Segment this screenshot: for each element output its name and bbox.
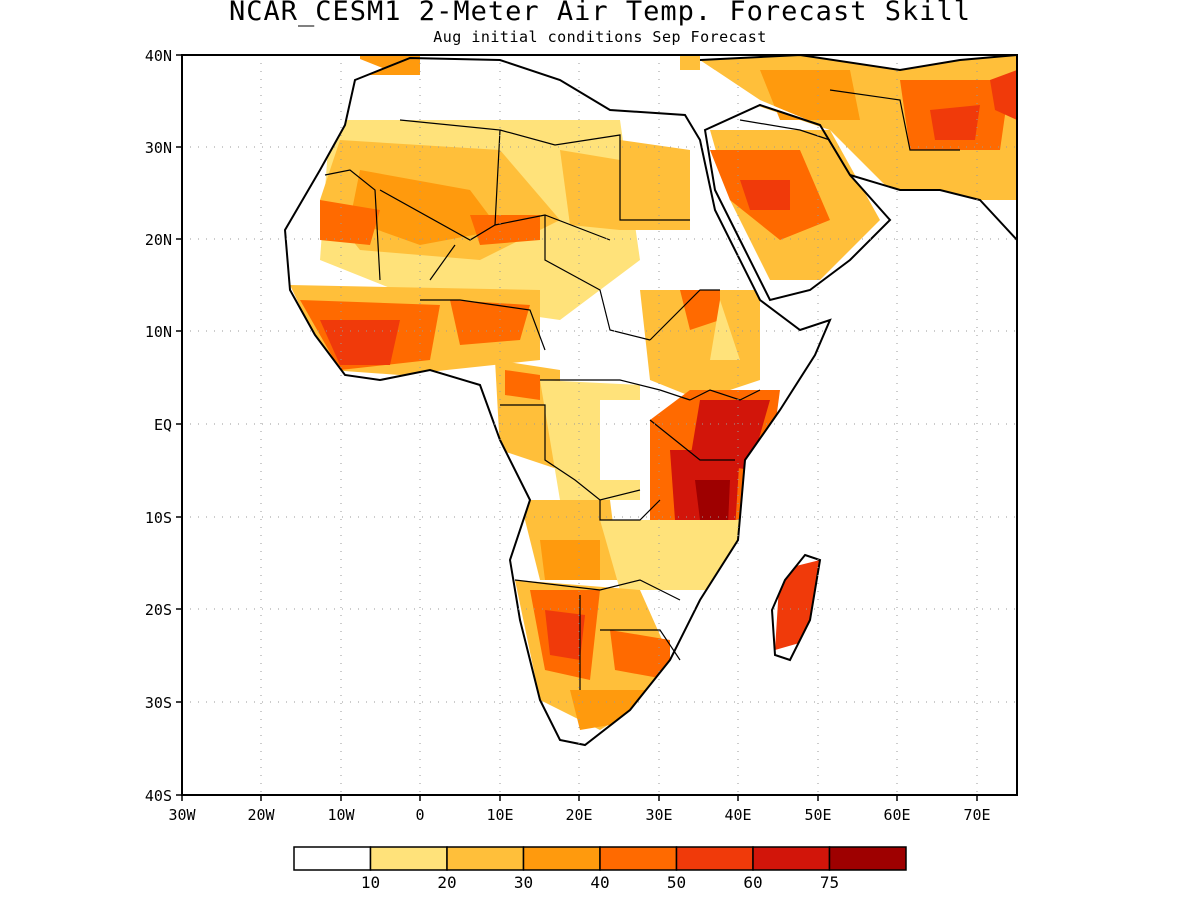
lat-label: 10N <box>145 323 172 341</box>
lon-label: 60E <box>883 806 910 824</box>
colorbar-swatch <box>752 846 831 871</box>
lon-ticks <box>181 795 978 801</box>
colorbar <box>293 846 907 871</box>
colorbar-swatch <box>828 846 907 871</box>
lon-label: 30E <box>645 806 672 824</box>
lat-label: 40S <box>145 787 172 805</box>
lon-label: 10W <box>327 806 355 824</box>
lat-label: 10S <box>145 509 172 527</box>
colorbar-label: 30 <box>514 873 533 892</box>
colorbar-swatch <box>522 846 601 871</box>
lon-label: 50E <box>804 806 831 824</box>
map-subtitle: Aug initial conditions Sep Forecast <box>433 28 767 46</box>
lat-label: EQ <box>154 416 172 434</box>
colorbar-label: 60 <box>743 873 762 892</box>
gridlines <box>182 55 1017 795</box>
colorbar-swatch <box>446 846 525 871</box>
colorbar-label: 75 <box>820 873 839 892</box>
country-borders <box>324 89 960 690</box>
coastline-outline <box>283 53 1018 747</box>
map-frame <box>181 54 1018 796</box>
map-title: NCAR_CESM1 2-Meter Air Temp. Forecast Sk… <box>229 0 971 27</box>
colorbar-label: 20 <box>437 873 456 892</box>
colorbar-swatch <box>369 846 448 871</box>
lon-label: 40E <box>724 806 751 824</box>
lon-label: 20E <box>565 806 592 824</box>
lon-label: 30W <box>168 806 196 824</box>
colorbar-label: 40 <box>590 873 609 892</box>
skill-fill <box>285 55 1017 745</box>
lon-label: 70E <box>963 806 990 824</box>
lat-label: 30N <box>145 139 172 157</box>
lat-label: 20S <box>145 601 172 619</box>
colorbar-swatch <box>675 846 754 871</box>
colorbar-label: 10 <box>361 873 380 892</box>
lat-label: 30S <box>145 694 172 712</box>
lon-label: 20W <box>247 806 275 824</box>
colorbar-swatch <box>293 846 372 871</box>
lat-label: 40N <box>145 47 172 65</box>
colorbar-swatch <box>599 846 678 871</box>
lat-ticks <box>176 54 182 796</box>
colorbar-label: 50 <box>667 873 686 892</box>
lon-label: 0 <box>415 806 424 824</box>
lat-label: 20N <box>145 231 172 249</box>
lon-label: 10E <box>486 806 513 824</box>
